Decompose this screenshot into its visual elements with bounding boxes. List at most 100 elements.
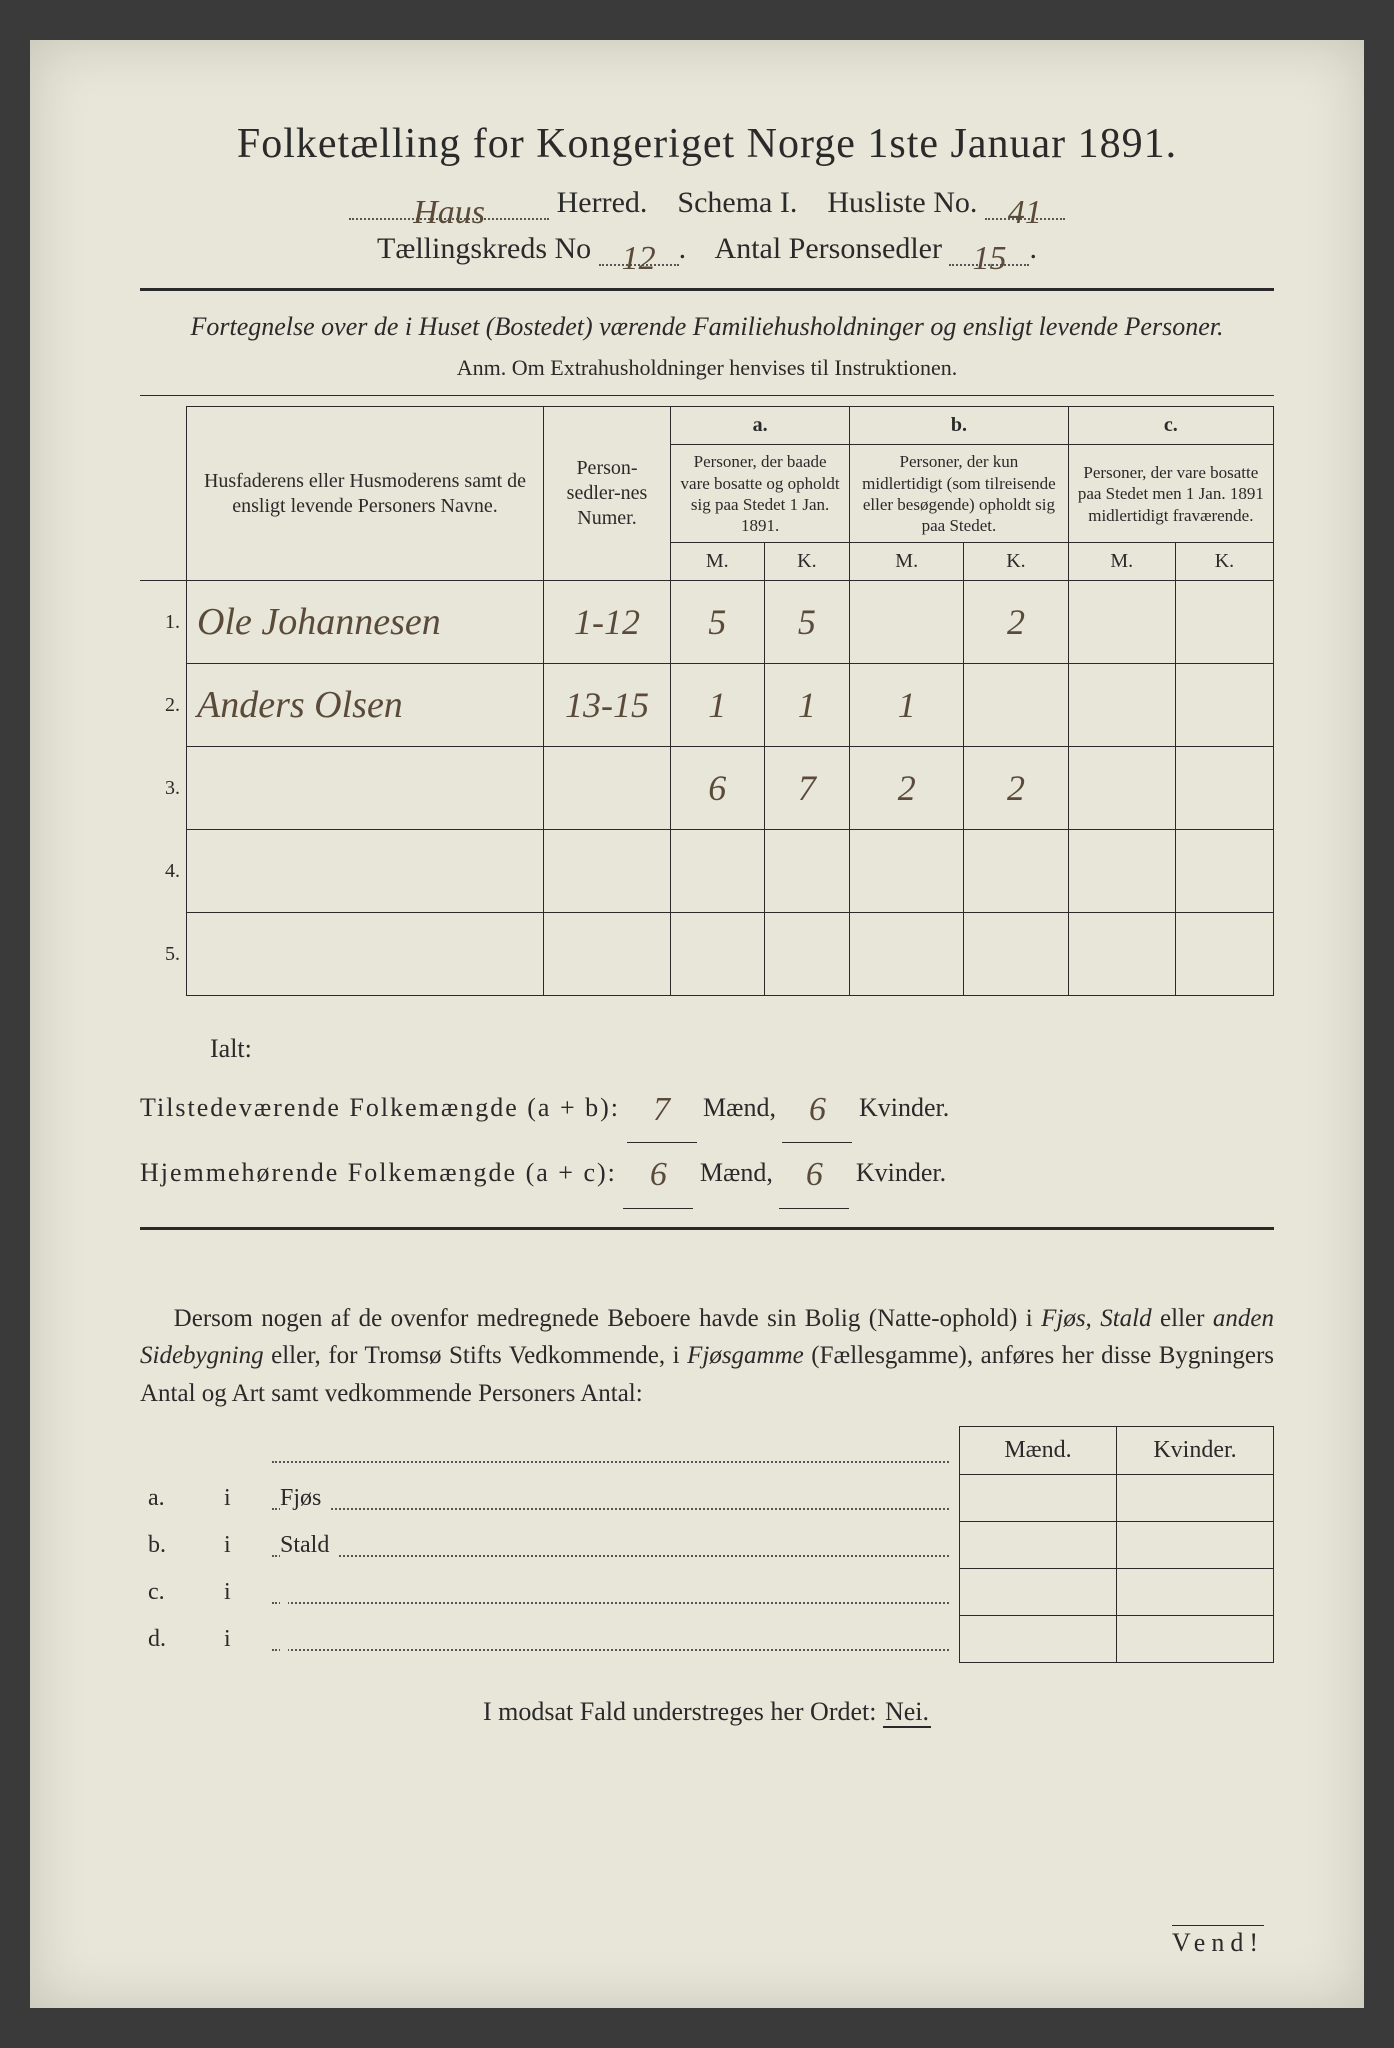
person-name: Ole Johannesen — [187, 581, 544, 664]
page-title: Folketælling for Kongeriget Norge 1ste J… — [140, 120, 1274, 168]
tilstede-m: 7 — [627, 1078, 697, 1144]
sedler-range: 13-15 — [544, 664, 671, 747]
mk-k: K. — [764, 543, 850, 581]
antal-value: 15 — [972, 240, 1006, 277]
kreds-value: 12 — [622, 240, 656, 277]
c-k — [1175, 747, 1273, 830]
header-row-1: Haus Herred. Schema I. Husliste No. 41 — [140, 186, 1274, 220]
b-k — [964, 664, 1068, 747]
person-name: Anders Olsen — [187, 664, 544, 747]
b-m: 2 — [850, 747, 964, 830]
header-row-2: Tællingskreds No 12. Antal Personsedler … — [140, 232, 1274, 266]
col-a-label: a. — [671, 407, 850, 445]
a-k: 7 — [764, 747, 850, 830]
b-m — [850, 581, 964, 664]
vend-label: Vend! — [1172, 1925, 1264, 1958]
c-k — [1175, 581, 1273, 664]
byg-lab: a. — [140, 1475, 216, 1522]
divider — [140, 288, 1274, 291]
byg-k — [1117, 1569, 1274, 1616]
maend-label: Mænd, — [703, 1093, 776, 1122]
table-row: 4. — [140, 830, 1274, 913]
hjemme-m: 6 — [623, 1143, 693, 1209]
byg-type — [272, 1616, 960, 1663]
ialt-label: Ialt: — [210, 1024, 1274, 1073]
b-k: 2 — [964, 581, 1068, 664]
census-form: Folketælling for Kongeriget Norge 1ste J… — [30, 40, 1364, 2008]
building-row: a.iFjøs — [140, 1475, 1274, 1522]
schema-label: Schema I. — [677, 186, 797, 219]
mk-k: K. — [1175, 543, 1273, 581]
row-number: 4. — [140, 830, 187, 913]
sedler-range — [544, 830, 671, 913]
building-row: c.i — [140, 1569, 1274, 1616]
divider — [140, 395, 1274, 396]
row-number: 3. — [140, 747, 187, 830]
hjemme-label: Hjemmehørende Folkemængde (a + c): — [140, 1158, 617, 1187]
b-m — [850, 830, 964, 913]
maend-label: Mænd, — [700, 1158, 773, 1187]
col-sedler: Person-sedler-nes Numer. — [544, 407, 671, 581]
byg-kvinder: Kvinder. — [1117, 1427, 1274, 1475]
hjemme-k: 6 — [779, 1143, 849, 1209]
row-number: 5. — [140, 913, 187, 996]
intro-text: Fortegnelse over de i Huset (Bostedet) v… — [140, 309, 1274, 345]
a-m — [671, 913, 765, 996]
census-table: Husfaderens eller Husmoderens samt de en… — [140, 406, 1274, 996]
byg-k — [1117, 1475, 1274, 1522]
a-m — [671, 830, 765, 913]
herred-label: Herred. — [557, 186, 648, 219]
col-c: Personer, der vare bosatte paa Stedet me… — [1068, 445, 1273, 543]
byg-type: Stald — [272, 1522, 960, 1569]
kvinder-label: Kvinder. — [856, 1158, 946, 1187]
byg-type: Fjøs — [272, 1475, 960, 1522]
totals-block: Ialt: Tilstedeværende Folkemængde (a + b… — [140, 1024, 1274, 1205]
col-c-label: c. — [1068, 407, 1273, 445]
husliste-label: Husliste No. — [827, 186, 977, 219]
antal-label: Antal Personsedler — [715, 232, 942, 265]
c-k — [1175, 664, 1273, 747]
c-k — [1175, 830, 1273, 913]
row-number: 2. — [140, 664, 187, 747]
a-k — [764, 913, 850, 996]
a-k: 1 — [764, 664, 850, 747]
herred-value: Haus — [413, 194, 485, 231]
c-m — [1068, 581, 1175, 664]
byg-maend: Mænd. — [960, 1427, 1117, 1475]
col-name: Husfaderens eller Husmoderens samt de en… — [187, 407, 544, 581]
building-row: b.iStald — [140, 1522, 1274, 1569]
b-k — [964, 830, 1068, 913]
a-m: 1 — [671, 664, 765, 747]
col-a: Personer, der baade vare bosatte og opho… — [671, 445, 850, 543]
b-m: 1 — [850, 664, 964, 747]
mk-m: M. — [850, 543, 964, 581]
byg-m — [960, 1522, 1117, 1569]
kreds-label: Tællingskreds No — [377, 232, 591, 265]
mk-m: M. — [671, 543, 765, 581]
byg-i: i — [216, 1616, 272, 1663]
byg-k — [1117, 1522, 1274, 1569]
a-m: 5 — [671, 581, 765, 664]
anm-text: Anm. Om Extrahusholdninger henvises til … — [140, 355, 1274, 381]
kvinder-label: Kvinder. — [859, 1093, 949, 1122]
byg-i: i — [216, 1475, 272, 1522]
table-row: 1.Ole Johannesen1-12552 — [140, 581, 1274, 664]
byg-i: i — [216, 1522, 272, 1569]
table-row: 5. — [140, 913, 1274, 996]
b-k: 2 — [964, 747, 1068, 830]
tilstede-label: Tilstedeværende Folkemængde (a + b): — [140, 1093, 620, 1122]
c-m — [1068, 830, 1175, 913]
a-k — [764, 830, 850, 913]
person-name — [187, 747, 544, 830]
byg-i: i — [216, 1569, 272, 1616]
c-m — [1068, 747, 1175, 830]
note-text: Dersom nogen af de ovenfor medregnede Be… — [140, 1300, 1274, 1413]
building-table: Mænd. Kvinder. a.iFjøsb.iStaldc.id.i — [140, 1426, 1274, 1663]
byg-m — [960, 1616, 1117, 1663]
c-m — [1068, 913, 1175, 996]
byg-type — [272, 1569, 960, 1616]
person-name — [187, 913, 544, 996]
c-m — [1068, 664, 1175, 747]
foot-text: I modsat Fald understreges her Ordet: — [483, 1697, 877, 1726]
sedler-range — [544, 747, 671, 830]
